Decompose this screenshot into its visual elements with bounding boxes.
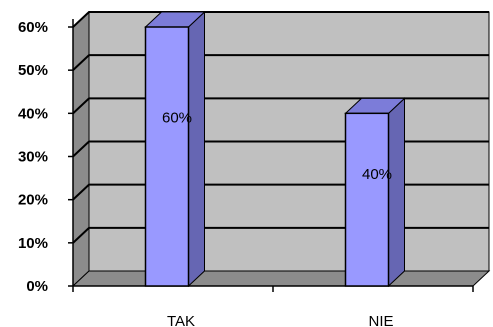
gridline-50 bbox=[72, 54, 489, 71]
data-labels: 60% 40% bbox=[162, 110, 392, 183]
y-tick-label: 40% bbox=[18, 105, 48, 122]
bars bbox=[144, 10, 406, 288]
y-tick-label: 60% bbox=[18, 19, 48, 36]
y-tick-label: 10% bbox=[18, 235, 48, 252]
bar-front-face bbox=[144, 26, 190, 287]
data-label: 60% bbox=[162, 110, 192, 127]
gridline-60 bbox=[72, 11, 489, 28]
data-label: 40% bbox=[362, 166, 392, 183]
gridline-40 bbox=[72, 97, 489, 115]
bar-side-face bbox=[388, 97, 405, 288]
axes bbox=[68, 19, 474, 292]
x-tick-label: TAK bbox=[167, 313, 195, 327]
bar-front-face bbox=[344, 112, 390, 287]
chart-floor bbox=[71, 270, 491, 287]
y-tick-label: 0% bbox=[26, 278, 48, 295]
bar-tak bbox=[144, 10, 206, 288]
y-tick-label: 50% bbox=[18, 62, 48, 79]
x-tick-label: NIE bbox=[368, 313, 393, 327]
y-tick-label: 20% bbox=[18, 192, 48, 209]
x-tick-labels: TAK NIE bbox=[167, 313, 394, 327]
y-tick-label: 30% bbox=[18, 149, 48, 166]
bar-nie bbox=[344, 97, 406, 288]
bar-side-face bbox=[188, 10, 205, 288]
y-tick-labels: 0% 10% 20% 30% 40% 50% 60% bbox=[18, 19, 48, 295]
